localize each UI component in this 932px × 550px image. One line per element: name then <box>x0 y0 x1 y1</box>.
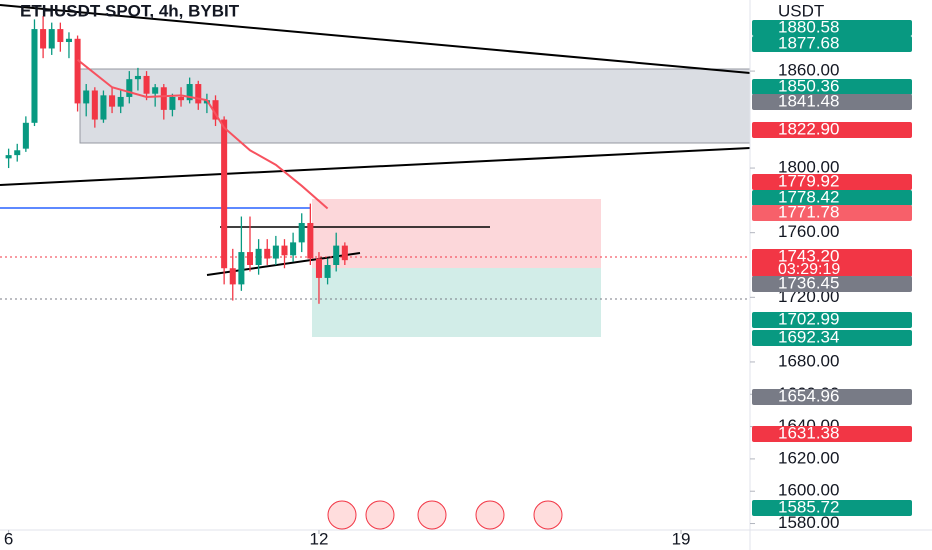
candle-body <box>281 245 288 256</box>
moving-average <box>76 59 329 210</box>
price-tag <box>752 312 912 328</box>
icon[interactable] <box>327 500 357 530</box>
x-tick-label: 6 <box>4 529 13 548</box>
candle-body <box>143 75 150 94</box>
candle-body <box>74 38 81 104</box>
price-tag <box>752 36 912 52</box>
candle-body <box>126 79 133 97</box>
price-tag-label: 1880.58 <box>778 17 839 36</box>
candle-body <box>100 95 107 120</box>
candle-body <box>22 122 29 149</box>
candle-body <box>246 252 254 265</box>
candle-body <box>178 96 185 101</box>
y-tick-label: 1760.00 <box>778 222 839 241</box>
candle-body <box>229 268 236 285</box>
x-tick-label: 19 <box>672 529 691 548</box>
candle-body <box>298 222 305 243</box>
candle-body <box>65 38 72 43</box>
target-zone <box>312 268 601 337</box>
price-tag <box>752 190 912 206</box>
price-tag-label: 1877.68 <box>778 33 839 52</box>
candle-body <box>333 245 340 265</box>
trend-line <box>0 147 751 186</box>
trend-line <box>0 4 751 74</box>
chart-title: ETHUSDT SPOT, 4h, BYBIT <box>20 1 240 20</box>
x-tick-label: 12 <box>310 529 329 548</box>
candle-body <box>152 87 159 94</box>
price-tag-label: 1771.78 <box>778 202 839 221</box>
candle-body <box>221 119 228 269</box>
candle-body <box>272 245 279 259</box>
icon[interactable] <box>475 500 505 530</box>
countdown: 03:29:19 <box>778 261 840 278</box>
candle-body <box>186 84 193 101</box>
price-tag <box>752 20 912 36</box>
toolbar-icons[interactable] <box>327 500 563 530</box>
candle-body <box>255 248 262 265</box>
candle-body <box>31 29 38 123</box>
price-tag-label: 1631.38 <box>778 423 839 442</box>
price-tag <box>752 174 912 190</box>
price-tag-label: 1736.45 <box>778 273 839 292</box>
candle-body <box>212 100 219 120</box>
candle-body <box>117 96 124 107</box>
icon[interactable] <box>365 500 395 530</box>
candle-body <box>307 222 314 259</box>
candle-body <box>160 87 167 110</box>
candle-body <box>109 95 116 107</box>
price-tag-label: 1822.90 <box>778 119 839 138</box>
price-tag <box>752 249 912 277</box>
price-tag-label: 1743.20 <box>778 246 839 265</box>
y-tick-label: 1620.00 <box>778 448 839 467</box>
zone-rect <box>79 68 751 144</box>
price-tag <box>752 122 912 138</box>
candle-body <box>83 90 90 104</box>
candle-body <box>238 252 245 285</box>
price-tag <box>752 330 912 346</box>
y-tick-label: 1600.00 <box>778 481 839 500</box>
price-tag <box>752 389 912 405</box>
candle-body <box>134 75 141 80</box>
price-tag-label: 1585.72 <box>778 497 839 516</box>
icon[interactable] <box>533 500 563 530</box>
price-tag-label: 1841.48 <box>778 91 839 110</box>
price-tag <box>752 500 912 516</box>
price-tag-label: 1850.36 <box>778 76 839 95</box>
candle-body <box>315 258 322 278</box>
candle-body <box>264 248 271 259</box>
plot <box>5 16 348 304</box>
y-tick-label: 1860.00 <box>778 61 839 80</box>
candle-body <box>57 29 64 43</box>
price-tag-label: 1778.42 <box>778 187 839 206</box>
price-tag-label: 1692.34 <box>778 327 839 346</box>
y-tick-label: 1800.00 <box>778 158 839 177</box>
icon[interactable] <box>417 500 447 530</box>
candle-body <box>48 29 55 49</box>
candle-body <box>5 155 12 159</box>
price-tag-label: 1702.99 <box>778 309 839 328</box>
candle-body <box>195 84 202 104</box>
candle-body <box>324 265 331 278</box>
price-tag <box>752 79 912 95</box>
stop-zone <box>312 199 601 268</box>
candle-body <box>169 96 176 110</box>
price-tag <box>752 426 912 442</box>
price-tag-label: 1654.96 <box>778 386 839 405</box>
candle-body <box>290 242 297 256</box>
currency-label: USDT <box>778 1 824 20</box>
candle-body <box>14 150 21 156</box>
candle-body <box>40 29 47 49</box>
candle-body <box>341 245 348 261</box>
price-tag <box>752 205 912 221</box>
candle-body <box>91 90 98 120</box>
y-tick-label: 1580.00 <box>778 513 839 532</box>
price-tag <box>752 276 912 292</box>
price-tag <box>752 94 912 110</box>
y-tick-label: 1680.00 <box>778 351 839 370</box>
price-tag-label: 1779.92 <box>778 171 839 190</box>
